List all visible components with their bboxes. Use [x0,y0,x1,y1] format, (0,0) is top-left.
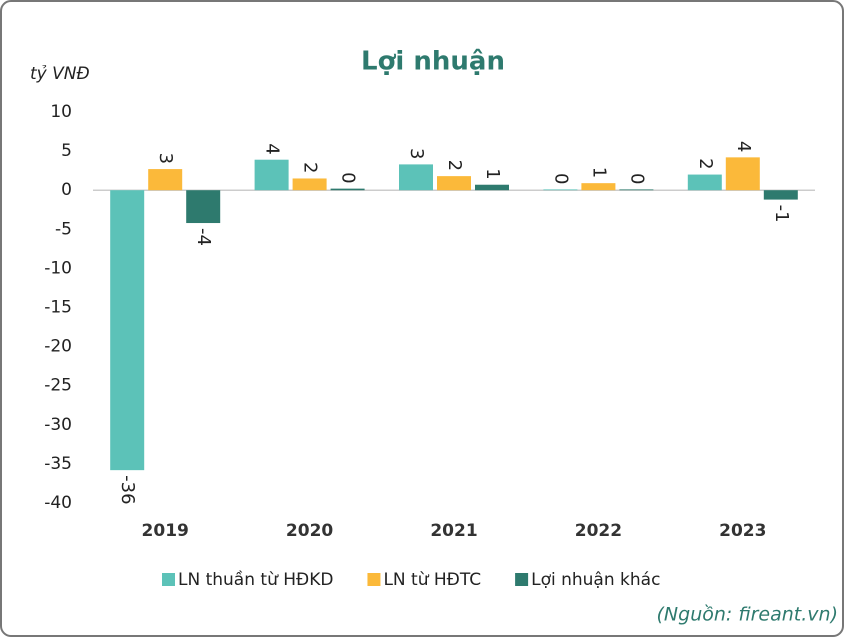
y-tick-label: -40 [44,493,72,513]
bar [148,169,183,191]
y-tick-label: 0 [61,180,72,200]
y-tick-label: -25 [44,376,72,396]
bar [292,178,327,191]
x-tick-label: 2022 [575,521,622,541]
y-tick-label: -10 [44,258,72,278]
x-tick-label: 2021 [430,521,477,541]
data-label: 1 [482,168,503,179]
y-tick-label: -35 [44,454,72,474]
data-label: 2 [444,160,465,171]
data-label: -1 [771,205,792,223]
data-label: 0 [626,173,647,184]
data-label: -36 [117,475,138,504]
data-label: 4 [733,141,754,152]
x-tick-label: 2020 [286,521,333,541]
data-label: 0 [338,172,359,183]
data-label: 1 [588,167,609,178]
bar [581,183,616,191]
bar [399,164,433,191]
x-tick-label: 2019 [142,521,189,541]
x-tick-label: 2023 [719,521,766,541]
bar [763,190,798,200]
y-tick-label: 5 [61,141,72,161]
y-tick-label: -15 [44,298,72,318]
bar [687,174,722,191]
data-label: 3 [406,148,427,159]
bar [110,190,145,471]
legend-label: LN từ HĐTC [383,570,481,590]
legend-swatch [162,573,175,586]
legend-label: LN thuần từ HĐKD [178,569,333,590]
source: (Nguồn: fireant.vn) [657,604,838,626]
y-tick-label: -5 [55,219,72,239]
legend-label: Lợi nhuận khác [531,570,660,590]
bar [254,159,289,191]
data-label: 3 [155,153,176,164]
data-label: 0 [550,173,571,184]
bar [330,188,365,191]
data-label: -4 [193,228,214,246]
legend-swatch [515,573,529,586]
y-axis-label: tỷ VNĐ [30,64,90,84]
chart-title: Lợi nhuận [361,47,505,77]
y-tick-label: 10 [50,102,72,122]
bar [619,189,654,191]
data-label: 2 [300,162,321,173]
bar [186,190,221,224]
bar [725,157,760,191]
bar [437,176,471,191]
y-tick-label: -20 [44,337,72,357]
legend-swatch [367,573,381,586]
data-label: 4 [262,143,283,154]
data-label: 2 [695,158,716,169]
bar [543,189,578,191]
y-tick-label: -30 [44,415,72,435]
bar [475,184,509,191]
